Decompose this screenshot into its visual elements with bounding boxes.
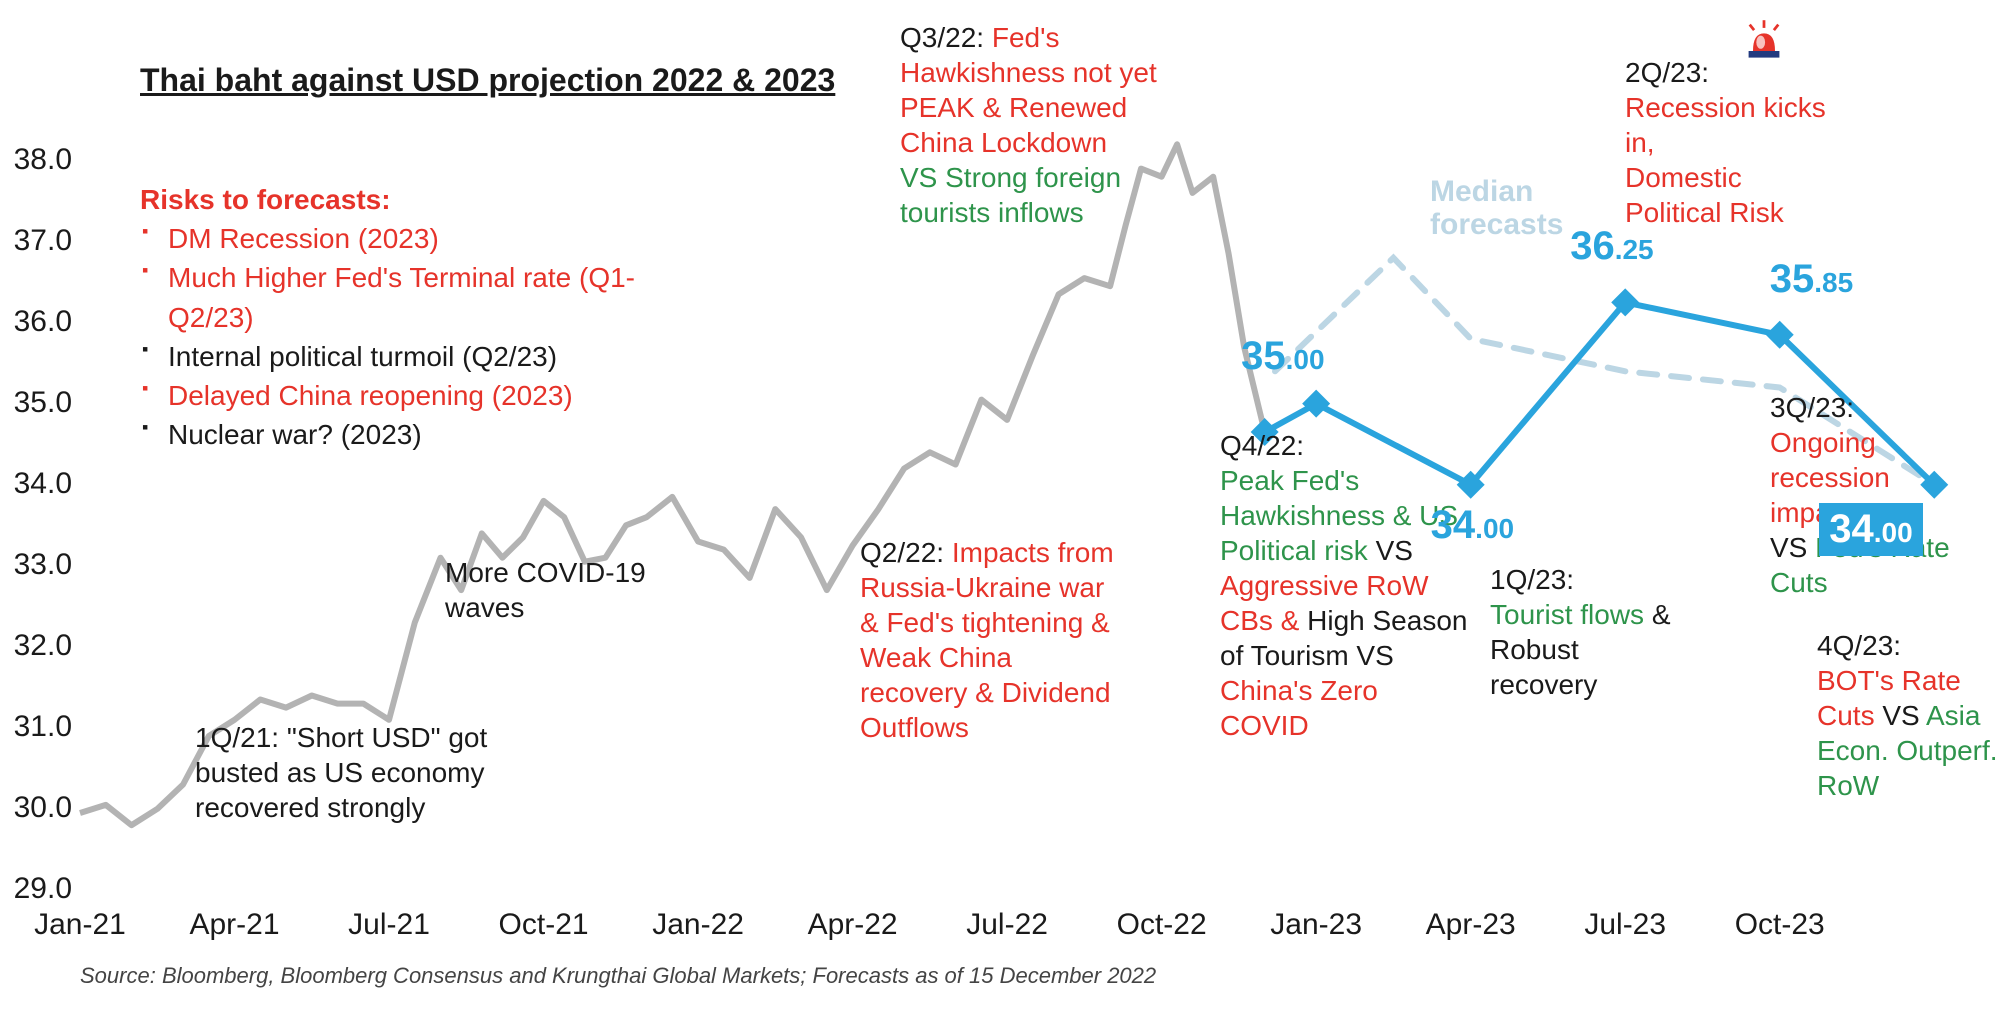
annotation: Q4/22:Peak Fed's Hawkishness & US Politi… (1220, 428, 1470, 743)
forecast-value-label: 36.25 (1570, 224, 1653, 269)
chart-container: Thai baht against USD projection 2022 & … (0, 0, 2007, 1011)
annotation: More COVID-19 waves (445, 555, 705, 625)
forecast-value-label: 35.00 (1241, 334, 1324, 379)
x-tick-label: Jan-22 (638, 908, 758, 942)
forecast-value-label: 34.00 (1431, 503, 1514, 548)
y-tick-label: 37.0 (8, 224, 72, 258)
annotation: 4Q/23:BOT's Rate Cuts VS Asia Econ. Outp… (1817, 628, 2007, 803)
x-tick-label: Jul-22 (947, 908, 1067, 942)
annotation: Q2/22: Impacts from Russia-Ukraine war &… (860, 535, 1125, 745)
source-caption: Source: Bloomberg, Bloomberg Consensus a… (80, 963, 1156, 989)
forecast-value-final: 34.00 (1819, 503, 1922, 556)
x-tick-label: Jan-23 (1256, 908, 1376, 942)
risk-title: Risks to forecasts: (140, 180, 670, 219)
x-tick-label: Oct-21 (484, 908, 604, 942)
risk-item: Much Higher Fed's Terminal rate (Q1-Q2/2… (140, 258, 670, 336)
annotation: 3Q/23:Ongoing recession impactsVS Fed's … (1770, 390, 1970, 600)
y-tick-label: 31.0 (8, 710, 72, 744)
x-tick-label: Jul-21 (329, 908, 449, 942)
x-tick-label: Apr-23 (1411, 908, 1531, 942)
annotation: Q3/22: Fed's Hawkishness not yet PEAK & … (900, 20, 1190, 230)
x-tick-label: Oct-23 (1720, 908, 1840, 942)
x-tick-label: Jul-23 (1565, 908, 1685, 942)
x-tick-label: Apr-22 (793, 908, 913, 942)
forecast-value-label: 35.85 (1770, 257, 1853, 302)
risk-item: DM Recession (2023) (140, 219, 670, 258)
y-tick-label: 38.0 (8, 143, 72, 177)
risk-item: Nuclear war? (2023) (140, 415, 670, 454)
y-tick-label: 34.0 (8, 467, 72, 501)
annotation: 1Q/23:Tourist flows & Robust recovery (1490, 562, 1690, 702)
y-tick-label: 29.0 (8, 872, 72, 906)
y-tick-label: 35.0 (8, 386, 72, 420)
y-tick-label: 30.0 (8, 791, 72, 825)
risk-item: Delayed China reopening (2023) (140, 376, 670, 415)
x-tick-label: Jan-21 (20, 908, 140, 942)
x-tick-label: Apr-21 (175, 908, 295, 942)
y-tick-label: 33.0 (8, 548, 72, 582)
risk-item: Internal political turmoil (Q2/23) (140, 337, 670, 376)
y-tick-label: 36.0 (8, 305, 72, 339)
x-tick-label: Oct-22 (1102, 908, 1222, 942)
risk-list: Risks to forecasts: DM Recession (2023)M… (140, 180, 670, 454)
forecast-marker (1302, 390, 1330, 418)
annotation: 2Q/23:Recession kicks in,Domestic Politi… (1625, 55, 1845, 230)
annotation: 1Q/21: "Short USD" got busted as US econ… (195, 720, 565, 825)
y-tick-label: 32.0 (8, 629, 72, 663)
